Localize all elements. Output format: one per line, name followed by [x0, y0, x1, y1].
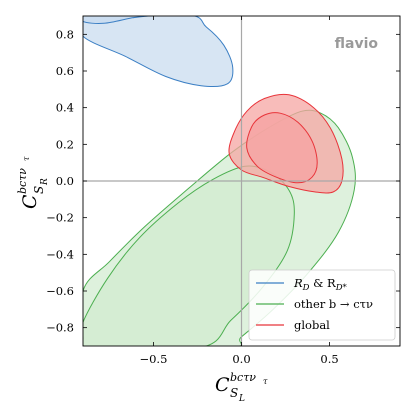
y-tick-label: −0.6	[46, 284, 74, 298]
x-axis-label-sub-sub: L	[238, 394, 245, 404]
axis-ticks: −0.5 0.0 0.5 −0.8 −0.6 −0.4 −0.2 0.0 0.2 0.4 0.6 0.…	[46, 16, 400, 366]
legend: RD & RD* other b → cτν global	[248, 269, 396, 341]
x-axis-label-sup-sub: τ	[263, 377, 268, 386]
y-axis-label-sub-sub: R	[40, 178, 50, 186]
legend-label-rd-rdstar: RD & RD*	[293, 276, 348, 293]
contour-2sigma-rd-rdstar	[83, 16, 234, 87]
y-tick-label: −0.8	[46, 321, 74, 335]
y-tick-label: −0.4	[46, 247, 74, 261]
x-axis-label-sub: S	[230, 386, 238, 400]
y-tick-label: 0.0	[56, 174, 74, 188]
y-tick-label: 0.8	[56, 27, 74, 41]
legend-box	[248, 269, 396, 341]
y-tick-label: −0.2	[46, 211, 74, 225]
legend-label-other: other b → cτν	[294, 297, 373, 311]
contour-1sigma-global	[246, 112, 318, 184]
series-global	[228, 93, 344, 194]
y-axis-label-main: C	[19, 194, 41, 209]
y-axis-label-sub: S	[32, 186, 46, 194]
legend-label-global: global	[294, 318, 330, 332]
y-axis-label: C bcτν τ S R	[16, 156, 50, 209]
watermark: flavio	[335, 36, 379, 52]
reference-lines	[83, 16, 400, 346]
y-tick-label: 0.4	[56, 101, 74, 115]
x-axis-label-main: C	[215, 374, 230, 396]
x-axis-label: C bcτν τ S L	[215, 371, 268, 404]
contour-1sigma-rd-rdstar	[83, 16, 153, 24]
x-tick-label: 0.5	[320, 352, 338, 366]
x-axis-label-sup: bcτν	[230, 371, 256, 384]
y-axis-label-sup: bcτν	[16, 168, 29, 194]
y-tick-label: 0.2	[56, 137, 74, 151]
y-tick-label: 0.6	[56, 64, 74, 78]
x-tick-label: 0.0	[232, 352, 250, 366]
y-axis-label-sup-sub: τ	[22, 156, 31, 161]
x-tick-label: −0.5	[139, 352, 167, 366]
series-rd-rdstar	[83, 16, 234, 87]
